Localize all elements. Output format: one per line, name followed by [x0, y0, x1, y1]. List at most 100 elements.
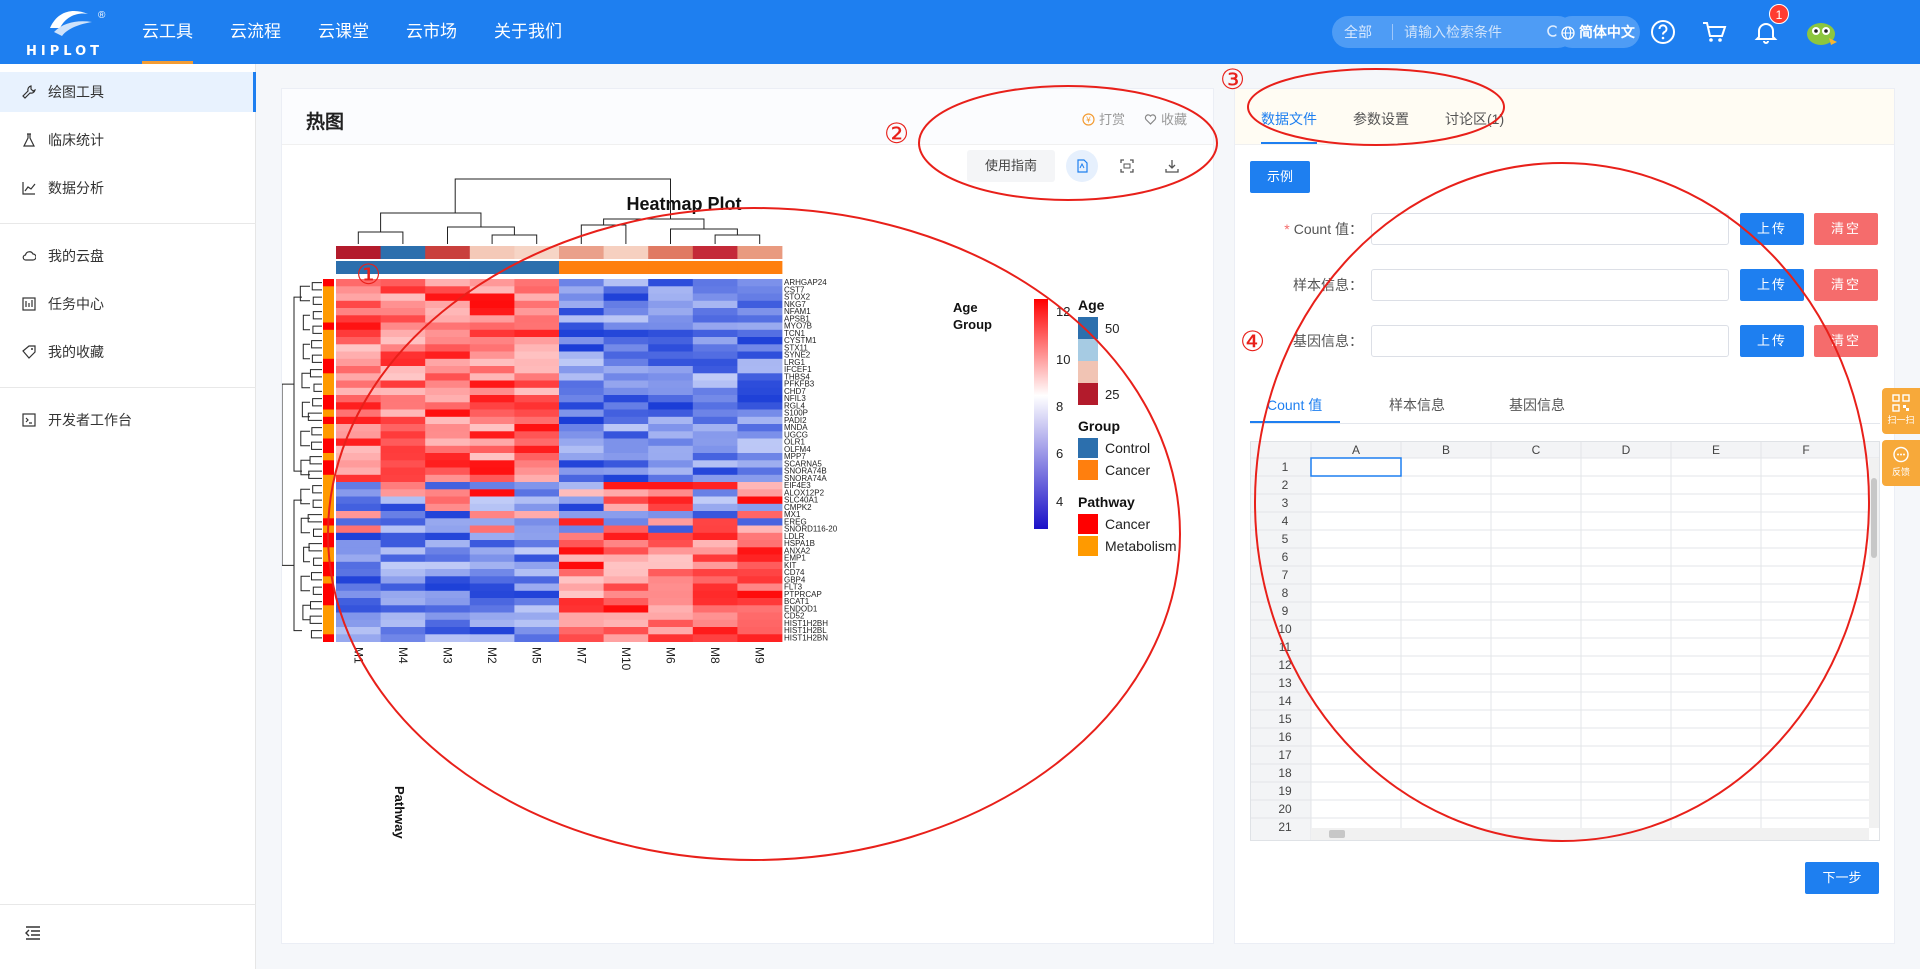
heatmap-cell: [380, 445, 426, 454]
tab-discussion[interactable]: 讨论区(1): [1445, 111, 1505, 127]
heatmap-cell: [469, 438, 515, 447]
heatmap-cell: [336, 540, 381, 548]
heatmap-cell: [425, 315, 471, 323]
sidebar-item-favorites[interactable]: 我的收藏: [0, 332, 256, 372]
sample-clear-button[interactable]: 清空: [1814, 269, 1878, 301]
sheet-row-label: 9: [1282, 604, 1289, 618]
gene-clear-button[interactable]: 清空: [1814, 325, 1878, 357]
heatmap-cell: [648, 576, 694, 584]
user-avatar[interactable]: [1805, 16, 1841, 48]
sheet-row-label: 13: [1278, 676, 1292, 690]
heatmap-cell: [380, 474, 426, 483]
heatmap-cell: [336, 453, 381, 461]
heatmap-cell: [648, 511, 694, 519]
heatmap-cell: [425, 300, 471, 309]
example-button[interactable]: 示例: [1250, 161, 1310, 193]
sheet-vertical-thumb: [1871, 478, 1877, 558]
dendrogram-branch: [454, 178, 671, 219]
search-scope-select[interactable]: 全部: [1344, 24, 1372, 40]
dendrogram-branch: [311, 340, 322, 349]
heatmap-cell: [469, 373, 515, 381]
heatmap-cell: [380, 300, 426, 309]
heatmap-cell: [336, 395, 381, 403]
dendrogram-branch: [302, 343, 310, 360]
heatmap-cell: [692, 612, 738, 621]
heatmap-cell: [559, 344, 604, 352]
heatmap-cell: [648, 395, 694, 403]
language-switch[interactable]: 简体中文: [1556, 16, 1640, 48]
sample-upload-button[interactable]: 上传: [1740, 269, 1804, 301]
heatmap-cell: [380, 489, 426, 497]
hiplot-logo[interactable]: ® HIPLOT: [26, 6, 116, 59]
sidebar-item-developer[interactable]: 开发者工作台: [0, 400, 256, 440]
heatmap-cell: [425, 460, 471, 468]
sidebar-item-plot-tools[interactable]: 绘图工具: [0, 72, 256, 112]
gene-file-input[interactable]: [1371, 325, 1729, 357]
cart-icon[interactable]: [1700, 18, 1728, 46]
data-tab-gene[interactable]: 基因信息: [1509, 397, 1565, 413]
heatmap-cell: [559, 409, 604, 418]
gene-labels: ARHGAP24CST7STOX2NKG7NFAM1APSB1MYO7BTCN1…: [784, 278, 838, 642]
data-tab-sample[interactable]: 样本信息: [1389, 397, 1445, 413]
heatmap-cell: [737, 489, 783, 497]
count-file-input[interactable]: [1371, 213, 1729, 245]
heatmap-cell: [603, 286, 649, 294]
qr-scan-widget[interactable]: 扫一扫: [1882, 388, 1920, 434]
heatmap-cell: [380, 373, 426, 381]
heatmap-cell: [737, 329, 783, 338]
sidebar-item-label: 我的云盘: [48, 248, 104, 264]
heatmap-cell: [380, 590, 426, 599]
gene-upload-button[interactable]: 上传: [1740, 325, 1804, 357]
bell-icon[interactable]: [1752, 18, 1780, 46]
heatmap-cell: [603, 293, 649, 302]
sheet-column-label: C: [1532, 443, 1541, 457]
sample-file-input[interactable]: [1371, 269, 1729, 301]
logo-wave-icon: [50, 10, 92, 36]
count-clear-button[interactable]: 清空: [1814, 213, 1878, 245]
collapse-sidebar-icon[interactable]: [24, 924, 42, 942]
dendrogram-branch: [580, 224, 627, 244]
dendrogram-branch: [312, 325, 322, 334]
heatmap-cell: [648, 569, 694, 577]
nav-cloud-flow[interactable]: 云流程: [230, 22, 281, 41]
heatmap-cell: [737, 583, 783, 592]
spreadsheet-grid[interactable]: A B C D E F 1 2 3 4 5 6 7 8 9 10 11 12 13 14 15 16 17 18 19 20 21: [1250, 441, 1880, 841]
dendrogram-branch: [301, 372, 310, 389]
next-step-button[interactable]: 下一步: [1805, 862, 1879, 894]
pathway-annotation-cell: [323, 547, 334, 555]
heatmap-cell: [380, 315, 426, 323]
nav-cloud-tools[interactable]: 云工具: [142, 0, 193, 64]
age-annotation-cell: [380, 246, 426, 259]
heatmap-cell: [559, 351, 604, 360]
nav-about[interactable]: 关于我们: [494, 22, 562, 41]
heatmap-cell: [648, 619, 694, 628]
sidebar-item-clinical[interactable]: 临床统计: [0, 120, 256, 160]
heatmap-cell: [648, 358, 694, 367]
search-input[interactable]: 请输入检索条件: [1404, 24, 1502, 40]
help-icon[interactable]: [1649, 18, 1677, 46]
nav-cloud-market[interactable]: 云市场: [406, 22, 457, 41]
tab-data-file[interactable]: 数据文件: [1261, 111, 1317, 144]
sidebar-item-data-analysis[interactable]: 数据分析: [0, 168, 256, 208]
heatmap-cell: [380, 554, 426, 563]
sidebar-item-task-center[interactable]: 任务中心: [0, 284, 256, 324]
search-box[interactable]: 全部 请输入检索条件: [1332, 16, 1574, 48]
heatmap-cell: [336, 431, 381, 439]
heatmap-cell: [603, 395, 649, 403]
count-upload-button[interactable]: 上传: [1740, 213, 1804, 245]
nav-cloud-class[interactable]: 云课堂: [318, 22, 369, 41]
heatmap-cell: [425, 598, 471, 606]
chat-bubble-icon: [1893, 446, 1909, 463]
data-tab-count[interactable]: Count 值: [1267, 397, 1323, 413]
legend-group-cancer: Cancer: [1105, 462, 1150, 478]
tab-params[interactable]: 参数设置: [1353, 111, 1409, 127]
feedback-label: 反馈: [1891, 467, 1910, 477]
pathway-annotation-cell: [323, 453, 334, 461]
sidebar-item-cloud-disk[interactable]: 我的云盘: [0, 236, 256, 276]
dendrogram-branch: [312, 485, 322, 494]
heatmap-cell: [425, 424, 471, 432]
feedback-widget[interactable]: 反馈: [1882, 440, 1920, 486]
heatmap-cell: [737, 279, 783, 287]
heatmap-cell: [737, 351, 783, 360]
heatmap-cell: [336, 337, 381, 345]
